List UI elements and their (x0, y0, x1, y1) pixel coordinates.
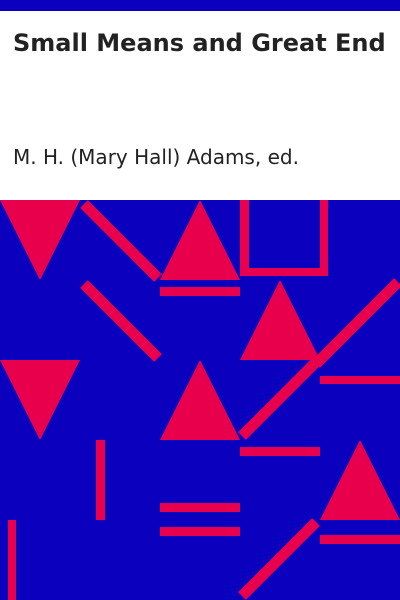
pattern-bar (160, 527, 240, 536)
pattern-triangle-down (0, 200, 80, 280)
pattern-bar (240, 447, 320, 456)
pattern-bar (160, 503, 240, 512)
pattern-bar (8, 520, 16, 600)
pattern-diagonal (312, 278, 400, 368)
book-author: M. H. (Mary Hall) Adams, ed. (13, 145, 299, 169)
pattern-diagonal (238, 518, 320, 600)
pattern-bar (320, 535, 400, 544)
pattern-bar (320, 376, 400, 384)
pattern-triangle-up (240, 280, 320, 360)
pattern-frame (240, 200, 328, 276)
book-title: Small Means and Great Ends (13, 29, 387, 57)
pattern-triangle-down (0, 360, 80, 440)
pattern-diagonal (238, 358, 320, 440)
pattern-diagonal (80, 200, 162, 282)
pattern-triangle-up (160, 360, 240, 440)
top-color-band (0, 0, 400, 11)
pattern-bar (96, 440, 105, 520)
pattern-triangle-up (160, 200, 240, 280)
pattern-bar (160, 287, 240, 296)
pattern-triangle-up (320, 440, 400, 520)
pattern-diagonal (80, 280, 162, 362)
cover-pattern (0, 200, 400, 600)
